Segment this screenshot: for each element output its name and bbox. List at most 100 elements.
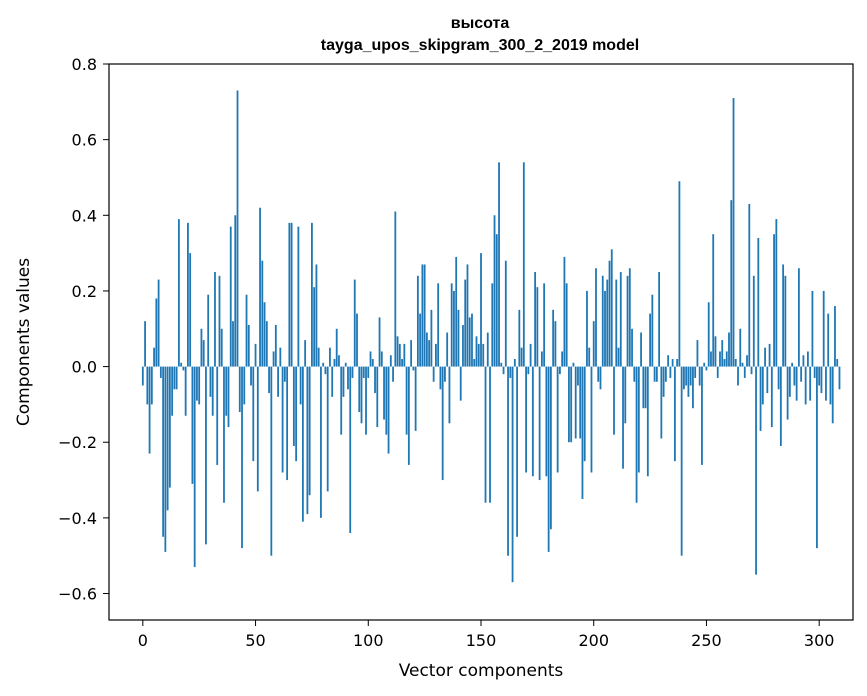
bar-46 [245,294,248,367]
bar-123 [419,313,422,367]
bar-307 [834,306,836,367]
bar-208 [610,249,613,367]
bar-114 [398,343,401,367]
bar-21 [189,253,192,367]
bar-291 [797,268,800,367]
bar-305 [829,366,832,405]
bar-295 [807,351,809,367]
bar-228 [655,366,658,382]
bar-70 [299,366,302,405]
bar-75 [311,222,313,367]
bar-181 [549,366,552,530]
bar-87 [338,355,340,367]
y-tick-label: 0.4 [72,206,97,225]
bar-256 [719,351,721,367]
bar-2 [146,366,149,405]
bar-115 [401,359,403,367]
bar-162 [507,366,509,556]
bar-190 [570,366,573,443]
bar-48 [250,366,252,386]
bar-262 [732,98,735,367]
bar-0 [141,366,144,386]
bar-78 [317,347,320,367]
bar-223 [644,366,647,409]
bar-217 [631,328,633,367]
bar-5 [153,347,155,367]
bar-254 [714,336,717,367]
bar-18 [182,366,185,371]
bar-58 [272,351,275,367]
bar-129 [432,366,435,382]
x-tick-label: 100 [353,631,384,650]
bar-163 [509,366,512,378]
bar-268 [746,355,748,367]
bar-138 [453,290,455,367]
bar-182 [552,309,555,367]
bar-230 [660,366,663,439]
bar-107 [383,366,385,420]
bar-61 [279,347,282,367]
bar-309 [838,366,841,390]
bar-185 [559,366,561,375]
bar-237 [676,359,679,367]
bar-112 [394,211,397,367]
bar-246 [696,340,699,367]
bar-240 [683,366,685,390]
bar-69 [297,226,300,367]
bar-156 [493,215,496,367]
bar-248 [701,366,703,465]
bar-222 [642,366,645,409]
bar-183 [554,321,557,367]
bar-14 [173,366,176,390]
bar-134 [444,366,446,382]
bar-40 [232,321,234,367]
bar-147 [473,359,476,367]
x-tick-label: 150 [466,631,497,650]
bar-167 [518,309,521,367]
bar-29 [207,294,210,367]
bar-100 [367,366,370,378]
bar-160 [502,366,505,375]
bar-299 [816,366,818,549]
bar-219 [635,366,638,503]
bar-44 [241,366,243,549]
bar-232 [664,366,667,382]
bar-215 [626,275,629,367]
bar-304 [827,313,830,367]
bar-67 [292,366,295,447]
bar-275 [761,366,764,405]
bar-294 [804,366,807,405]
bar-143 [464,279,467,367]
bar-255 [716,366,719,378]
bar-28 [205,366,207,545]
bar-279 [770,366,773,428]
bar-172 [529,343,532,367]
bar-258 [723,359,726,367]
bar-117 [405,366,408,435]
bar-308 [836,359,839,367]
bar-13 [171,366,174,416]
bar-191 [572,362,575,367]
bar-229 [658,272,661,367]
bar-155 [491,283,494,367]
bar-170 [525,366,527,473]
bar-224 [646,366,649,477]
bar-193 [577,366,579,386]
bar-293 [802,355,805,367]
bar-276 [764,347,766,367]
bar-15 [175,366,178,390]
bar-54 [263,302,266,367]
bar-260 [728,332,730,367]
bar-189 [568,366,570,443]
bar-23 [193,366,196,568]
bar-214 [624,366,627,424]
bar-111 [392,366,394,382]
bar-16 [177,219,180,367]
bar-166 [516,366,518,537]
bar-113 [396,336,399,367]
bar-98 [362,366,365,378]
bar-206 [606,279,609,367]
bar-110 [389,355,392,367]
x-axis-label: Vector components [399,661,564,681]
bar-20 [187,222,189,367]
